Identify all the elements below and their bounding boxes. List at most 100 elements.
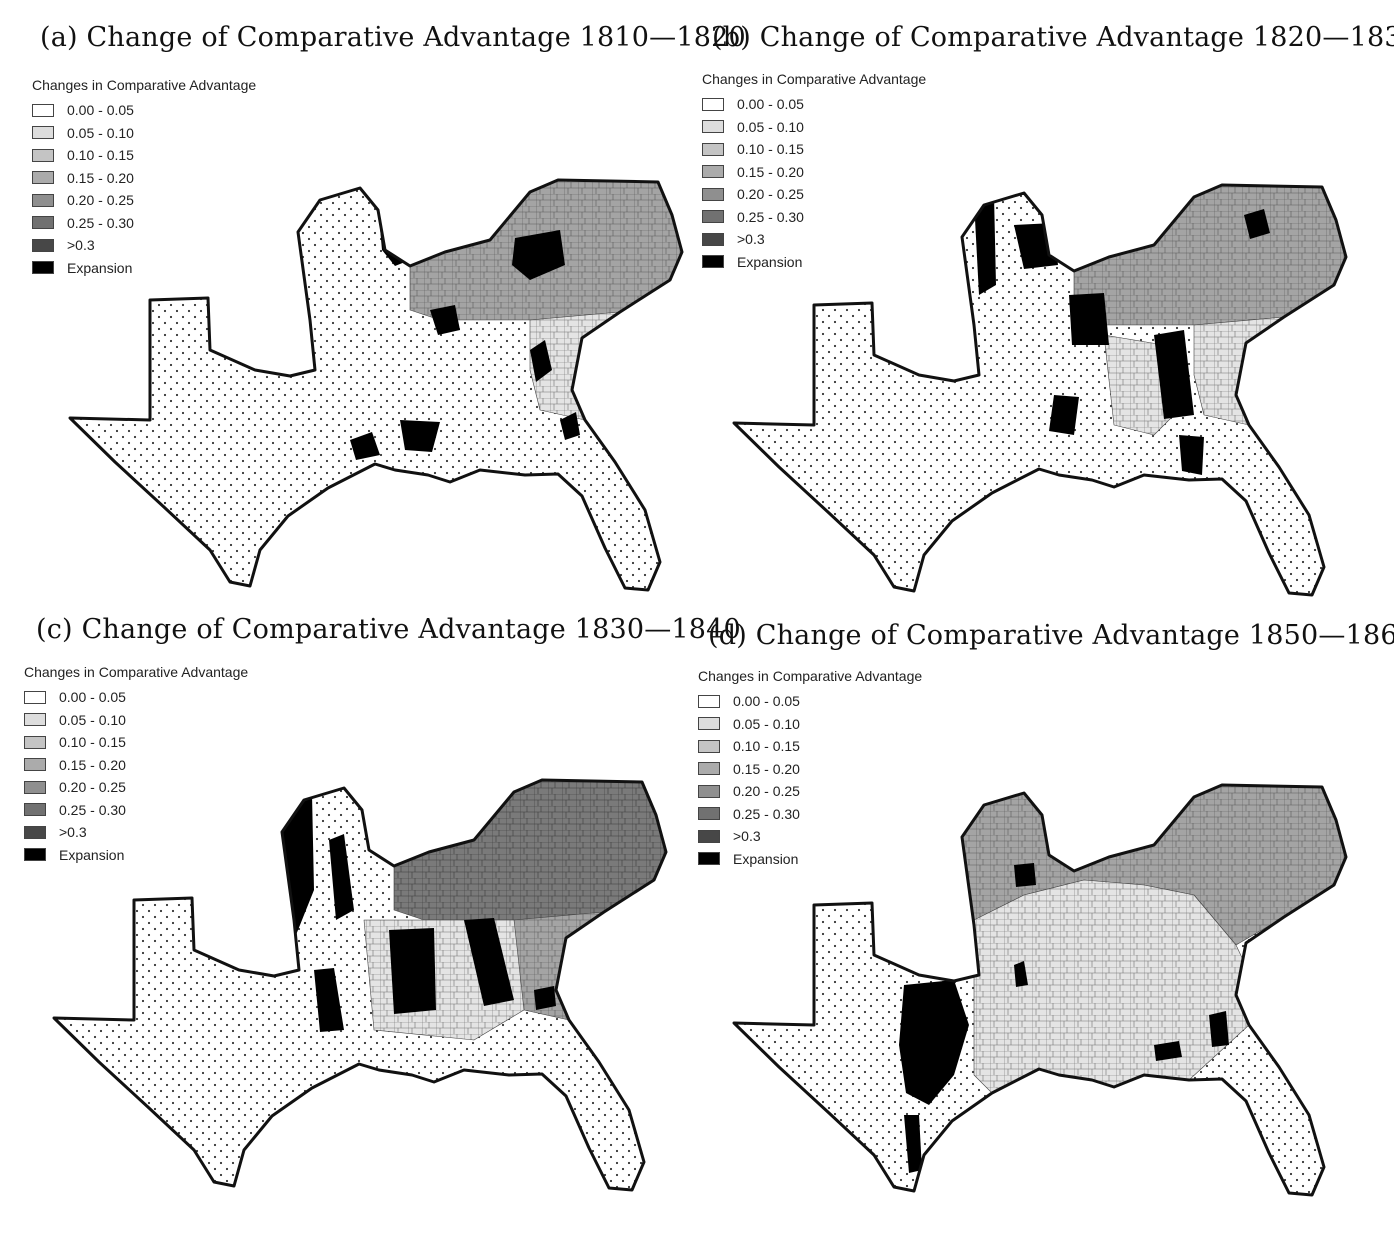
legend-label: >0.3 xyxy=(733,828,761,845)
map-panel-d: (d) Change of Comparative Advantage 1850… xyxy=(694,610,1394,1220)
legend-item: 0.05 - 0.10 xyxy=(702,116,926,139)
legend-label: >0.3 xyxy=(67,237,95,254)
legend-item: Expansion xyxy=(698,848,922,871)
expansion-area xyxy=(314,968,344,1032)
region-outline xyxy=(732,783,1348,1197)
legend-label: 0.20 - 0.25 xyxy=(67,192,134,209)
legend-item: 0.10 - 0.15 xyxy=(698,735,922,758)
legend-label: 0.10 - 0.15 xyxy=(59,734,126,751)
legend-swatch xyxy=(32,238,54,252)
expansion-area xyxy=(904,1115,922,1173)
legend-item: 0.00 - 0.05 xyxy=(702,93,926,116)
legend-title: Changes in Comparative Advantage xyxy=(24,664,249,680)
expansion-area xyxy=(430,305,460,335)
expansion-area xyxy=(329,834,354,920)
expansion-area xyxy=(560,412,580,440)
expansion-area xyxy=(1154,330,1194,419)
legend-label: 0.15 - 0.20 xyxy=(59,756,126,773)
region-outline xyxy=(68,178,684,592)
legend-label: 0.05 - 0.10 xyxy=(737,118,804,135)
legend-swatch xyxy=(698,829,720,843)
legend-swatch xyxy=(698,762,720,776)
legend-swatch xyxy=(698,694,720,708)
legend-label: Expansion xyxy=(733,850,799,867)
county-layer xyxy=(54,780,666,1190)
legend-label: 0.25 - 0.30 xyxy=(733,805,800,822)
legend-label: 0.15 - 0.20 xyxy=(737,163,804,180)
legend-swatch xyxy=(32,148,54,162)
legend-item: Expansion xyxy=(32,257,256,280)
legend-swatch xyxy=(702,210,724,224)
legend-swatch xyxy=(24,825,46,839)
legend-title: Changes in Comparative Advantage xyxy=(698,668,923,684)
legend-item: 0.10 - 0.15 xyxy=(702,138,926,161)
map-panel-b: (b) Change of Comparative Advantage 1820… xyxy=(694,0,1394,610)
legend-label: Expansion xyxy=(67,259,133,276)
legend-item: 0.00 - 0.05 xyxy=(698,690,922,713)
legend: Changes in Comparative Advantage 0.00 - … xyxy=(24,664,248,866)
legend-item: 0.10 - 0.15 xyxy=(24,731,248,754)
map-panel-c: (c) Change of Comparative Advantage 1830… xyxy=(0,610,741,1220)
legend-item: Expansion xyxy=(702,251,926,274)
county-layer xyxy=(734,185,1346,595)
legend-label: 0.25 - 0.30 xyxy=(737,208,804,225)
expansion-area xyxy=(1014,961,1028,987)
legend-swatch xyxy=(698,717,720,731)
panel-title: (c) Change of Comparative Advantage 1830… xyxy=(36,614,741,645)
legend-label: 0.25 - 0.30 xyxy=(67,214,134,231)
legend-item: 0.15 - 0.20 xyxy=(24,754,248,777)
expansion-area xyxy=(1049,395,1079,435)
legend-label: 0.00 - 0.05 xyxy=(733,693,800,710)
legend-item: 0.05 - 0.10 xyxy=(32,122,256,145)
panel-title: (a) Change of Comparative Advantage 1810… xyxy=(40,22,746,53)
legend-swatch xyxy=(702,97,724,111)
legend-label: >0.3 xyxy=(59,824,87,841)
legend: Changes in Comparative Advantage 0.00 - … xyxy=(702,71,926,273)
panel-title: (b) Change of Comparative Advantage 1820… xyxy=(712,22,1394,53)
legend-label: 0.00 - 0.05 xyxy=(67,102,134,119)
legend-swatch xyxy=(32,261,54,275)
expansion-area xyxy=(1179,435,1204,475)
legend-item: 0.20 - 0.25 xyxy=(32,189,256,212)
expansion-area xyxy=(1244,209,1270,239)
legend-item: 0.15 - 0.20 xyxy=(698,758,922,781)
southern-states-map xyxy=(52,778,668,1192)
legend-label: 0.10 - 0.15 xyxy=(733,738,800,755)
legend-item: 0.25 - 0.30 xyxy=(32,212,256,235)
legend-swatch xyxy=(24,848,46,862)
county-layer xyxy=(734,785,1346,1195)
legend-label: Expansion xyxy=(737,253,803,270)
legend-title: Changes in Comparative Advantage xyxy=(702,71,927,87)
legend-label: 0.20 - 0.25 xyxy=(733,783,800,800)
legend-swatch xyxy=(702,232,724,246)
expansion-area xyxy=(1209,1011,1229,1047)
legend-item: 0.20 - 0.25 xyxy=(702,183,926,206)
legend-swatch xyxy=(24,803,46,817)
legend-swatch xyxy=(698,807,720,821)
legend-items: 0.00 - 0.05 0.05 - 0.10 0.10 - 0.15 0.15 - … xyxy=(24,686,248,866)
legend-swatch xyxy=(32,171,54,185)
legend-swatch xyxy=(702,255,724,269)
legend-item: >0.3 xyxy=(32,234,256,257)
southern-states-map xyxy=(732,783,1348,1197)
legend-label: 0.20 - 0.25 xyxy=(737,186,804,203)
legend-item: 0.10 - 0.15 xyxy=(32,144,256,167)
expansion-area xyxy=(350,432,380,460)
region-outline xyxy=(732,183,1348,597)
legend-label: 0.00 - 0.05 xyxy=(59,689,126,706)
expansion-area xyxy=(534,986,556,1010)
legend-swatch xyxy=(698,739,720,753)
southern-states-map xyxy=(68,178,684,592)
expansion-area xyxy=(1154,1041,1182,1061)
legend-label: 0.10 - 0.15 xyxy=(67,147,134,164)
legend-label: >0.3 xyxy=(737,231,765,248)
legend-item: 0.05 - 0.10 xyxy=(24,709,248,732)
legend-swatch xyxy=(32,216,54,230)
legend-label: 0.05 - 0.10 xyxy=(733,715,800,732)
legend-swatch xyxy=(32,103,54,117)
county-layer xyxy=(70,180,682,590)
legend: Changes in Comparative Advantage 0.00 - … xyxy=(32,77,256,279)
expansion-area xyxy=(530,340,552,382)
legend-swatch xyxy=(702,120,724,134)
legend-label: 0.15 - 0.20 xyxy=(733,760,800,777)
